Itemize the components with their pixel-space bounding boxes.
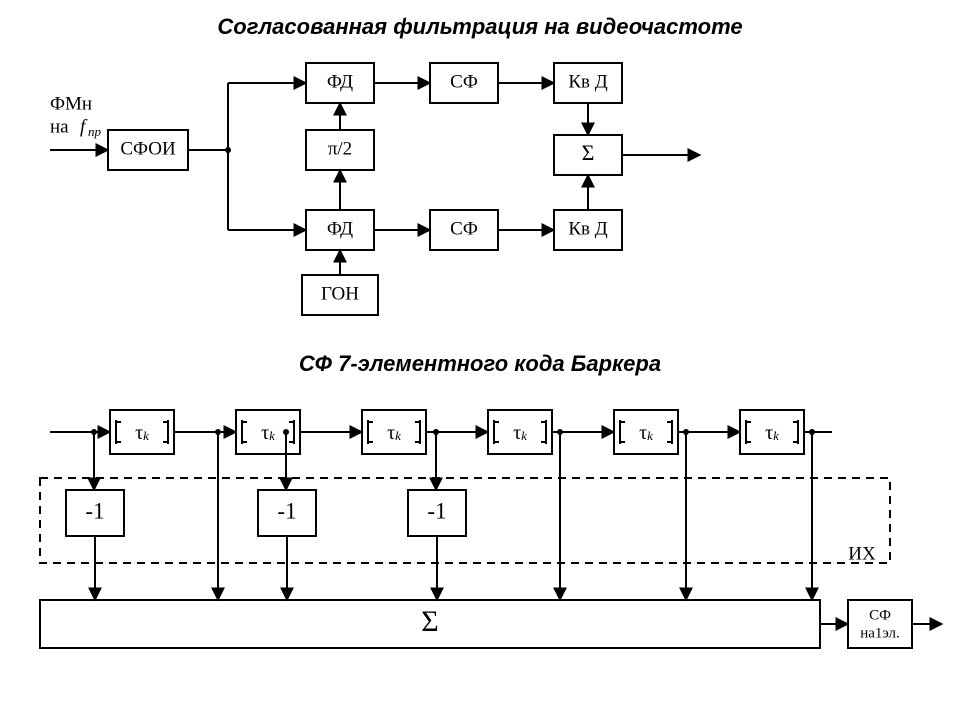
- ikh-label: ИХ: [848, 543, 876, 564]
- label-fd1: ФД: [327, 71, 353, 92]
- input-label-sub: пр: [88, 124, 102, 139]
- input-label-2: на: [50, 116, 69, 137]
- label-pi2: π/2: [328, 138, 352, 159]
- sf-small-l1: СФ: [869, 607, 891, 623]
- label-kvd1: Кв Д: [568, 71, 607, 92]
- input-label-1: ФМн: [50, 93, 92, 114]
- label-fd2: ФД: [327, 218, 353, 239]
- sigma-label: Σ: [421, 605, 438, 638]
- title-top: Согласованная фильтрация на видеочастоте: [217, 14, 742, 39]
- title-bottom: СФ 7-элементного кода Баркера: [299, 351, 661, 376]
- diagram-canvas: Согласованная фильтрация на видеочастоте…: [0, 0, 960, 720]
- neg-label-0: -1: [85, 498, 104, 523]
- sf-small-l2: на1эл.: [860, 625, 900, 641]
- input-label-f: f: [80, 116, 88, 137]
- label-kvd2: Кв Д: [568, 218, 607, 239]
- label-sfoi: СФОИ: [120, 138, 176, 159]
- label-sf1: СФ: [450, 71, 478, 92]
- neg-label-1: -1: [277, 498, 296, 523]
- neg-label-2: -1: [427, 498, 446, 523]
- label-gon: ГОН: [321, 283, 359, 304]
- label-sum: Σ: [582, 140, 595, 165]
- label-sf2: СФ: [450, 218, 478, 239]
